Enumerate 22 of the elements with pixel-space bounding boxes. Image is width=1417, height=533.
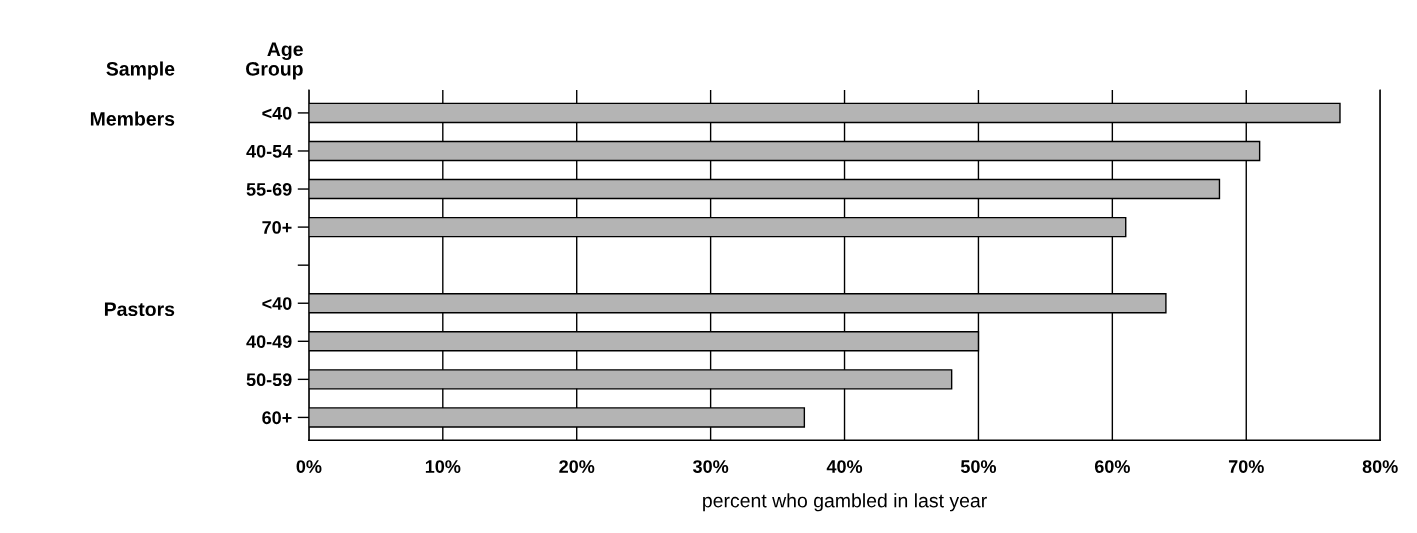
- x-tick-label: 40%: [826, 460, 863, 473]
- y-axis-title: Age Group: [246, 42, 303, 80]
- y-tick-label: 70+: [262, 221, 292, 234]
- x-axis-title: percent who gambled in last year: [703, 493, 987, 512]
- y-tick-label: 50-59: [246, 373, 292, 387]
- y-tick-label: 60+: [262, 411, 292, 425]
- x-tick-label: 30%: [692, 460, 729, 473]
- x-tick-label: 0%: [296, 460, 322, 473]
- text: Pastors: [104, 302, 175, 317]
- y-tick-label: <40: [262, 297, 292, 310]
- y-tick-label: <40: [262, 106, 292, 120]
- x-tick-label: 10%: [425, 460, 461, 473]
- x-tick-label: 70%: [1228, 460, 1264, 473]
- x-tick-label: 60%: [1094, 460, 1130, 473]
- text: Sample: [106, 61, 175, 80]
- text: Members: [90, 111, 175, 126]
- y-tick-label: 40-54: [246, 144, 293, 158]
- y-tick-label: 40-49: [246, 335, 292, 349]
- y-tick-label: 55-69: [246, 182, 292, 196]
- x-tick-label: 20%: [559, 460, 595, 473]
- x-tick-label: 80%: [1362, 460, 1398, 473]
- x-tick-label: 50%: [960, 460, 997, 473]
